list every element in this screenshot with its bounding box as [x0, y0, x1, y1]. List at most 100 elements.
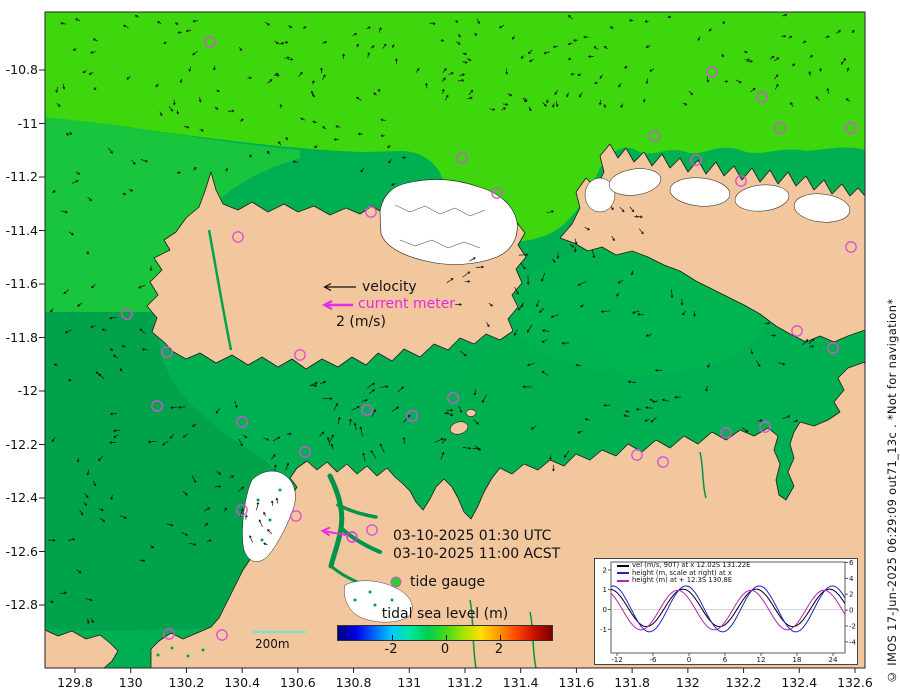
velocity-vector-field [48, 13, 855, 624]
tidal-flat-white [344, 580, 413, 623]
x-tick-label: 130.6 [279, 675, 316, 690]
colorbar-tick-labels: -2 0 2 [337, 641, 553, 657]
y-tick-label: -11.6 [5, 276, 38, 291]
current-meter-legend-arrow [321, 299, 353, 311]
legend-line-swatch [617, 564, 629, 567]
current-meter-legend-label: current meter [358, 296, 456, 312]
x-tick-label: 129.8 [57, 675, 93, 690]
station-marker [320, 526, 358, 543]
current-meter-circle [365, 206, 377, 218]
inset-series-line [610, 588, 846, 628]
colorbar-block: tidal sea level (m) -2 0 2 [337, 606, 553, 657]
x-tick-label: 131.4 [502, 675, 539, 690]
current-meter-circle [121, 308, 133, 320]
inset-x-tick: 0 [687, 656, 691, 664]
x-tick-label: 130.8 [335, 675, 372, 690]
inset-frame [610, 561, 846, 654]
current-meter-circle [232, 231, 244, 243]
current-meter-circle [690, 154, 702, 166]
x-tick-label: 132 [675, 675, 700, 690]
scale-bar-label: 200m [255, 637, 290, 651]
y-tick-label: -11 [17, 115, 38, 131]
tide-gauge-label: tide gauge [410, 574, 486, 590]
current-meter-circle [735, 175, 747, 187]
y-tick-label: -10.8 [5, 62, 38, 77]
colorbar-tick-mark [500, 635, 501, 640]
axis-ticks [39, 69, 856, 673]
inset-x-tick: 18 [793, 656, 802, 664]
ocean-bright-region [45, 12, 865, 242]
inset-legend-item: height (m, scale at right) at x [617, 569, 750, 578]
y-tick-label: -11.4 [5, 222, 38, 238]
coast-detail [394, 204, 486, 249]
water-specks [141, 488, 394, 658]
colorbar-title: tidal sea level (m) [381, 606, 509, 622]
credit-text: © IMOS 17-Jun-2025 06:29:09 out71_13c . … [885, 298, 899, 684]
velocity-legend-arrow [323, 282, 356, 292]
ocean-mid-region [45, 117, 300, 312]
timeseries-inset-chart: -12 -6 0 6 12 18 24 -1 0 1 2 -4 -2 0 2 4 6 vel (m/s, 90T… [594, 558, 858, 665]
colorbar-tick-mark [446, 635, 447, 640]
x-tick-label: 131.6 [558, 675, 595, 690]
tidal-flat-white [379, 179, 518, 265]
current-meter-circle [447, 392, 459, 404]
inset-left-tick: 1 [603, 586, 607, 594]
archipelago-channels [584, 168, 851, 223]
y-tick-label: -12.4 [5, 490, 38, 505]
inset-legend-item: vel (m/s, 90T) at x 12.02S 131.22E [617, 561, 751, 570]
current-meter-circle [299, 446, 311, 458]
x-tick-label: 131.2 [447, 675, 483, 690]
current-meter-circle [827, 342, 839, 354]
y-tick-label: -12.8 [5, 597, 38, 612]
current-meter-circle [759, 421, 771, 433]
velocity-legend-label: velocity [362, 279, 417, 295]
current-meter-circle [236, 504, 248, 516]
current-meter-circle [163, 628, 175, 640]
y-tick-label: -11.2 [5, 169, 38, 184]
x-tick-label: 130.4 [224, 675, 261, 690]
current-meter-circle [631, 449, 643, 461]
inset-legend-item: height (m) at + 12.3S 130.8E [617, 577, 750, 585]
current-meter-circle [774, 122, 786, 134]
x-tick-label: 132.4 [781, 675, 818, 690]
land-corner-southwest [45, 629, 119, 668]
colorbar-gradient [337, 625, 553, 641]
current-meter-circle [366, 524, 378, 536]
legend-label: vel (m/s, 90T) at x 12.02S 131.22E [632, 561, 751, 569]
y-tick-label: -12 [17, 383, 38, 398]
inset-x-tick: -12 [611, 656, 622, 664]
inset-x-tick: -6 [650, 656, 658, 664]
current-meter-circle [216, 629, 228, 641]
current-meter-circle [657, 456, 669, 468]
latitude-axis: -10.8 -11 -11.2 -11.4 -11.6 -11.8 -12 -12.2 -12.… [0, 0, 42, 698]
small-islands [449, 409, 477, 435]
legend-line-swatch [617, 572, 629, 575]
velocity-scale-label: 2 (m/s) [336, 314, 386, 330]
inset-right-tick: 0 [849, 607, 853, 615]
plot-border [44, 11, 866, 669]
inset-left-tick: -1 [600, 626, 607, 634]
inset-right-tick: 6 [849, 559, 854, 567]
current-meter-circle [294, 349, 306, 361]
colorbar-tick-label: -2 [384, 642, 398, 657]
current-meter-circle [151, 400, 163, 412]
inset-series-line [610, 589, 846, 631]
inset-x-tick: 24 [829, 656, 838, 664]
strait-channel [207, 229, 233, 351]
current-meter-circle [161, 346, 173, 358]
colorbar-tick-label: 0 [440, 642, 450, 657]
tidal-flat-white [242, 470, 296, 562]
inset-left-tick: 0 [603, 606, 607, 614]
current-meter-circle [720, 427, 732, 439]
gulf-shade [450, 340, 630, 460]
legend-line-swatch [617, 579, 629, 582]
x-tick-label: 130.2 [168, 675, 205, 690]
current-meter-circle [406, 410, 418, 422]
y-tick-label: -11.8 [5, 329, 38, 345]
x-tick-label: 131 [397, 675, 422, 690]
current-meter-circle [361, 404, 373, 416]
colorbar-tick-mark [392, 635, 393, 640]
x-tick-label: 132.6 [837, 675, 873, 690]
